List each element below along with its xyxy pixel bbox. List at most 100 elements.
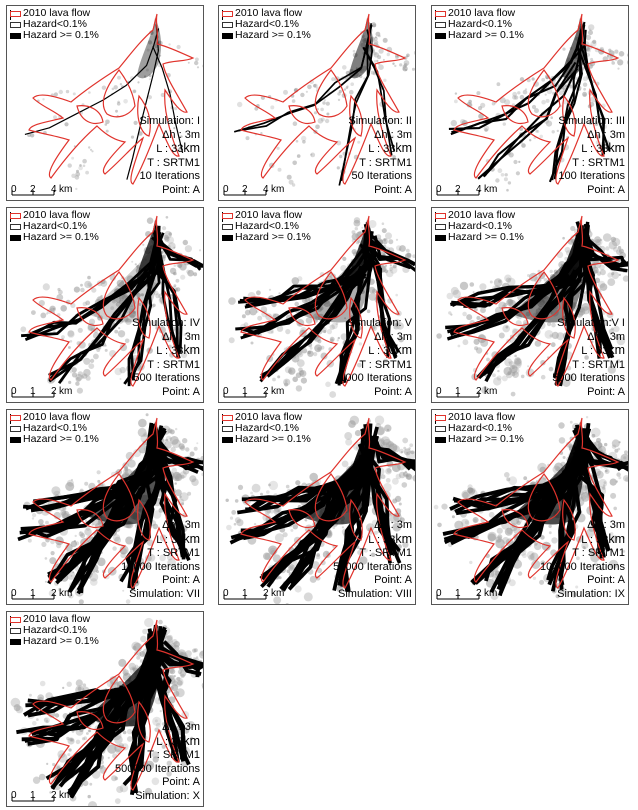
map-legend: 2010 lava flow Hazard<0.1% Hazard >= 0.1% xyxy=(435,412,524,445)
length-label: L : 33km xyxy=(348,141,412,157)
map-legend: 2010 lava flow Hazard<0.1% Hazard >= 0.1% xyxy=(10,210,99,243)
iterations-label: 50 Iterations xyxy=(351,170,412,182)
high-hazard-area xyxy=(448,18,611,183)
hazard-map xyxy=(233,13,415,187)
legend-item-lava-flow: 2010 lava flow xyxy=(222,412,311,423)
topography-label: T : SRTM1 xyxy=(147,156,200,169)
scale-bar: 0 2 4 km xyxy=(223,181,285,197)
scale-tick-0: 0 xyxy=(11,790,17,801)
low-hazard-swatch-icon xyxy=(10,627,21,634)
scale-bar-graphic: 0 1 2 km xyxy=(436,588,497,600)
lava-flow-swatch-icon xyxy=(222,10,233,17)
lava-flow-swatch-icon xyxy=(435,212,446,219)
legend-item-lava-flow: 2010 lava flow xyxy=(435,8,524,19)
high-hazard-swatch-icon xyxy=(435,436,446,443)
low-hazard-swatch-icon xyxy=(435,425,446,432)
map-legend: 2010 lava flow Hazard<0.1% Hazard >= 0.1% xyxy=(10,412,99,445)
scale-tick-2: 2 xyxy=(263,386,269,397)
low-hazard-swatch-icon xyxy=(222,223,233,230)
scale-bar-graphic: 0 2 4 km xyxy=(223,184,284,196)
lava-flow-2010-outline xyxy=(240,417,407,589)
point-label: Point: A xyxy=(162,574,200,586)
legend-label: Hazard<0.1% xyxy=(23,422,87,434)
simulation-parameters: Δh : 3m L : 33km T : SRTM1 10000 Iterations… xyxy=(121,519,200,601)
hazard-map xyxy=(225,415,415,604)
legend-label: 2010 lava flow xyxy=(448,411,516,423)
scale-tick-0: 0 xyxy=(436,588,442,599)
hazard-map xyxy=(20,215,203,394)
legend-item-low-hazard: Hazard<0.1% xyxy=(222,19,311,30)
map-panel: 2010 lava flow Hazard<0.1% Hazard >= 0.1% Δ… xyxy=(6,611,204,807)
iterations-label: 10 Iterations xyxy=(139,170,200,182)
point-label: Point: A xyxy=(162,385,200,398)
scale-tick-1: 2 xyxy=(455,184,461,195)
high-hazard-swatch-icon xyxy=(10,436,21,443)
length-unit: km xyxy=(183,141,200,155)
length-value: L : 33 xyxy=(156,735,184,748)
legend-item-lava-flow: 2010 lava flow xyxy=(10,614,99,625)
scale-unit: km xyxy=(59,588,72,599)
legend-item-high-hazard: Hazard >= 0.1% xyxy=(10,636,99,647)
simulation-parameters: Simulation: V Δh : 3m L : 33km T : SRTM1 100… xyxy=(339,317,412,399)
lava-flow-2010-outline xyxy=(453,13,620,185)
high-hazard-swatch-icon xyxy=(222,436,233,443)
length-value: L : 33 xyxy=(368,345,396,357)
legend-item-high-hazard: Hazard >= 0.1% xyxy=(10,232,99,243)
simulation-label: Simulation: VIII xyxy=(338,587,412,600)
scale-tick-2: 2 xyxy=(476,588,482,599)
map-panel: 2010 lava flow Hazard<0.1% Hazard >= 0.1% S… xyxy=(218,5,416,201)
scale-unit: km xyxy=(271,588,284,599)
legend-label: Hazard >= 0.1% xyxy=(23,29,99,41)
point-label: Point: A xyxy=(374,183,412,196)
topography-label: T : SRTM1 xyxy=(147,749,200,761)
delta-h-label: Δh : 3m xyxy=(374,519,412,531)
high-hazard-area xyxy=(24,18,184,180)
scale-bar: 0 1 2 km xyxy=(223,383,285,399)
scale-bar-graphic: 0 2 4 km xyxy=(11,184,72,196)
length-label: L : 33km xyxy=(121,531,200,548)
hazard-map xyxy=(433,416,628,600)
legend-label: Hazard >= 0.1% xyxy=(23,231,99,243)
simulation-label: Simulation: V xyxy=(347,317,412,329)
point-label: Point: A xyxy=(162,776,200,788)
scale-bar-graphic: 0 1 2 km xyxy=(223,588,284,600)
low-hazard-swatch-icon xyxy=(435,223,446,230)
legend-item-lava-flow: 2010 lava flow xyxy=(435,412,524,423)
map-legend: 2010 lava flow Hazard<0.1% Hazard >= 0.1% xyxy=(435,8,524,41)
hazard-map xyxy=(436,215,628,397)
scale-bar-graphic: 0 1 2 km xyxy=(436,386,497,398)
hazard-map xyxy=(448,13,628,192)
topography-label: T : SRTM1 xyxy=(147,358,200,371)
legend-item-lava-flow: 2010 lava flow xyxy=(10,412,99,423)
simulation-label: Simulation:V I xyxy=(557,317,625,329)
hazard-map xyxy=(24,13,203,191)
legend-item-high-hazard: Hazard >= 0.1% xyxy=(10,30,99,41)
iterations-label: 500000 Iterations xyxy=(114,762,200,775)
scale-tick-0: 0 xyxy=(223,184,229,195)
simulation-label: Simulation: I xyxy=(139,115,200,127)
lava-flow-2010-outline xyxy=(28,13,195,185)
lava-flow-swatch-icon xyxy=(222,212,233,219)
length-value: L : 33 xyxy=(368,143,396,155)
scale-unit: km xyxy=(59,790,72,801)
iterations-label: 50000 Iterations xyxy=(333,560,412,573)
legend-label: Hazard >= 0.1% xyxy=(448,231,524,243)
length-unit: km xyxy=(183,343,200,357)
point-label: Point: A xyxy=(162,183,200,196)
length-unit: km xyxy=(183,531,200,546)
lava-flow-swatch-icon xyxy=(222,414,233,421)
delta-h-label: Δh : 3m xyxy=(162,519,200,531)
iterations-label: 500 Iterations xyxy=(133,372,200,384)
length-value: L : 33 xyxy=(581,533,609,546)
delta-h-label: Δh : 3m xyxy=(587,330,625,343)
scale-tick-1: 1 xyxy=(455,588,461,599)
scale-tick-1: 1 xyxy=(30,386,36,397)
map-legend: 2010 lava flow Hazard<0.1% Hazard >= 0.1% xyxy=(222,210,311,243)
scale-bar: 0 2 4 km xyxy=(436,181,498,197)
scale-bar-graphic: 0 1 2 km xyxy=(11,790,72,802)
simulation-label: Simulation: III xyxy=(558,115,625,127)
legend-label: Hazard >= 0.1% xyxy=(23,635,99,647)
low-hazard-swatch-icon xyxy=(222,21,233,28)
scale-unit: km xyxy=(484,184,497,195)
scale-tick-1: 2 xyxy=(242,184,248,195)
